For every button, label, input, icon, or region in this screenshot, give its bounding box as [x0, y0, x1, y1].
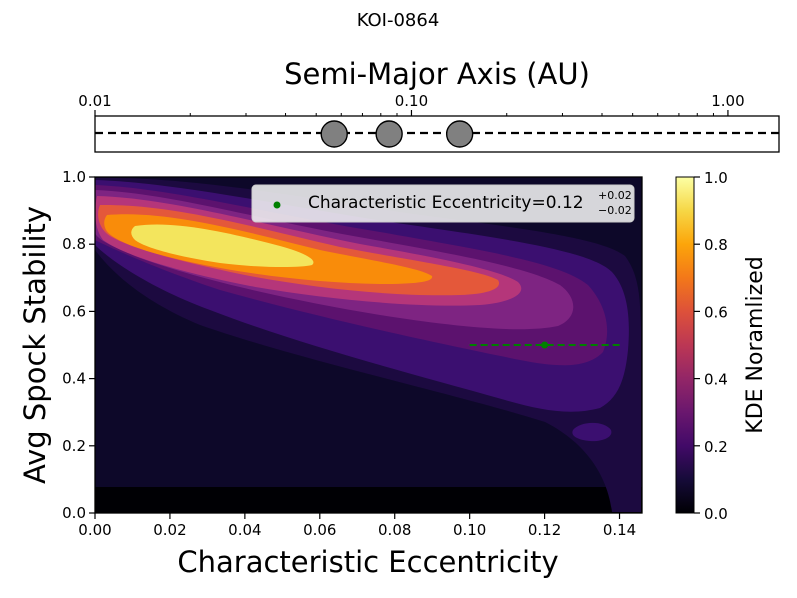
- kde-x-tick-label: 0.08: [378, 521, 411, 539]
- orbit-tick-label: 0.10: [395, 92, 428, 110]
- colorbar: 0.0 0.2 0.4 0.6 0.8 1.0 KDE Noramlized: [675, 169, 768, 523]
- legend-marker: [273, 201, 281, 209]
- kde-y-tick-label: 0.2: [62, 437, 86, 455]
- kde-bottom-band: [95, 487, 642, 513]
- kde-x-tick-label: 0.04: [228, 521, 261, 539]
- kde-y-tick-label: 0.6: [62, 302, 86, 320]
- colorbar-tick-label: 0.0: [704, 505, 728, 523]
- planet-marker: [375, 120, 403, 148]
- kde-x-ticks: 0.00 0.02 0.04 0.06 0.08 0.10 0.12 0.14: [78, 513, 636, 539]
- kde-y-ticks: 0.0 0.2 0.4 0.6 0.8 1.0: [62, 168, 95, 522]
- legend: Characteristic Eccentricity=0.12 +0.02 −…: [251, 184, 635, 223]
- legend-label: Characteristic Eccentricity=0.12: [308, 193, 584, 213]
- contour-level-8: [131, 224, 314, 268]
- orbit-ticks: 0.01 0.10 1.00: [78, 92, 745, 116]
- kde-x-tick-label: 0.14: [603, 521, 636, 539]
- kde-x-tick-label: 0.02: [153, 521, 186, 539]
- eccentricity-marker: [469, 341, 620, 349]
- kde-axes-frame: [94, 176, 643, 514]
- kde-y-tick-label: 0.8: [62, 235, 86, 253]
- legend-box: [251, 184, 635, 223]
- kde-y-tick-label: 1.0: [62, 168, 86, 186]
- kde-x-tick-label: 0.10: [453, 521, 486, 539]
- legend-sub: −0.02: [598, 204, 632, 217]
- colorbar-label: KDE Noramlized: [743, 256, 768, 433]
- contour-level-2b: [572, 422, 612, 442]
- orbit-planets: [320, 120, 474, 148]
- legend-sup: +0.02: [598, 189, 632, 202]
- colorbar-tick-label: 0.8: [704, 236, 728, 254]
- kde-xlabel: Characteristic Eccentricity: [177, 545, 558, 579]
- planet-marker: [320, 120, 348, 148]
- colorbar-tick-label: 0.2: [704, 438, 728, 456]
- kde-panel: 0.00 0.02 0.04 0.06 0.08 0.10 0.12 0.14 0.00.20…: [18, 168, 643, 579]
- marker-point: [541, 341, 549, 349]
- orbit-xlabel: Semi-Major Axis (AU): [284, 57, 590, 91]
- kde-x-tick-label: 0.12: [528, 521, 561, 539]
- colorbar-tick-label: 1.0: [704, 169, 728, 187]
- colorbar-tick-label: 0.6: [704, 303, 728, 321]
- colorbar-tick-label: 0.4: [704, 371, 728, 389]
- planet-marker: [445, 120, 474, 148]
- orbit-tick-label: 0.01: [78, 92, 111, 110]
- colorbar-ticks: 0.0 0.2 0.4 0.6 0.8 1.0: [694, 169, 728, 523]
- kde-y-tick-label: 0.4: [62, 370, 86, 388]
- colorbar-bar: [675, 176, 695, 514]
- kde-y-tick-label: 0.0: [62, 504, 86, 522]
- kde-x-tick-label: 0.00: [78, 521, 111, 539]
- orbit-tick-label: 1.00: [711, 92, 744, 110]
- kde-x-tick-label: 0.06: [303, 521, 336, 539]
- kde-ylabel: Avg Spock Stability: [18, 206, 52, 484]
- figure-title: KOI-0864: [357, 10, 440, 31]
- orbit-panel: Semi-Major Axis (AU) 0.01 0.10 1.00: [78, 57, 780, 153]
